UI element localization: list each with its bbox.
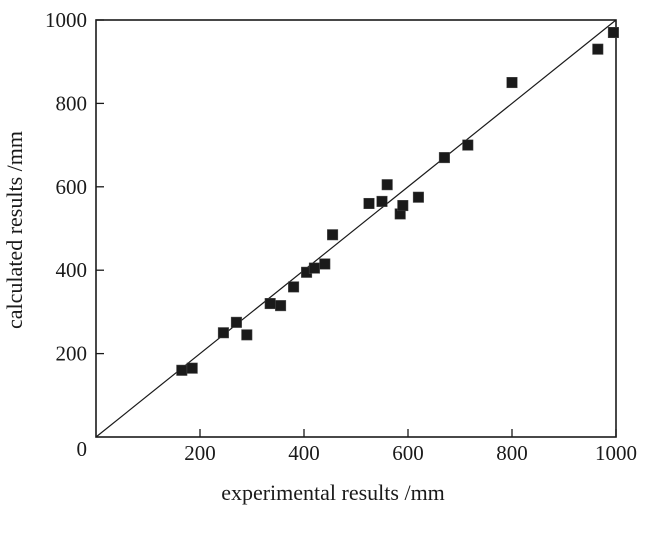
data-point-marker (381, 179, 393, 191)
data-point-marker (176, 364, 188, 376)
data-point-marker (506, 77, 518, 89)
data-point-marker (319, 258, 331, 270)
data-point-marker (230, 316, 242, 328)
data-point-marker (186, 362, 198, 374)
y-tick-label: 200 (56, 342, 88, 366)
y-tick-label: 400 (56, 258, 88, 282)
data-point-marker (264, 298, 276, 310)
x-tick-label: 200 (184, 441, 216, 465)
data-point-marker (241, 329, 253, 341)
data-point-marker (376, 195, 388, 207)
data-point-marker (363, 197, 375, 209)
data-point-marker (308, 262, 320, 274)
x-axis-label: experimental results /mm (221, 480, 445, 505)
identity-reference-line (95, 19, 617, 438)
data-point-marker (592, 43, 604, 55)
x-tick-label: 600 (392, 441, 424, 465)
data-point-marker (438, 152, 450, 164)
x-tick-label: 800 (496, 441, 528, 465)
origin-tick-label: 0 (77, 437, 88, 461)
x-tick-label: 400 (288, 441, 320, 465)
data-point-marker (397, 200, 409, 212)
y-tick-label: 1000 (45, 8, 87, 32)
y-axis-label: calculated results /mm (2, 131, 27, 329)
data-point-marker (275, 300, 287, 312)
data-point-marker (462, 139, 474, 151)
y-tick-label: 600 (56, 175, 88, 199)
data-point-marker (327, 229, 339, 241)
plot-frame (95, 19, 617, 438)
data-point-marker (217, 327, 229, 339)
x-tick-label: 1000 (595, 441, 637, 465)
data-point-marker (607, 27, 619, 39)
y-tick-label: 800 (56, 91, 88, 115)
data-point-marker (288, 281, 300, 293)
data-point-marker (412, 191, 424, 203)
